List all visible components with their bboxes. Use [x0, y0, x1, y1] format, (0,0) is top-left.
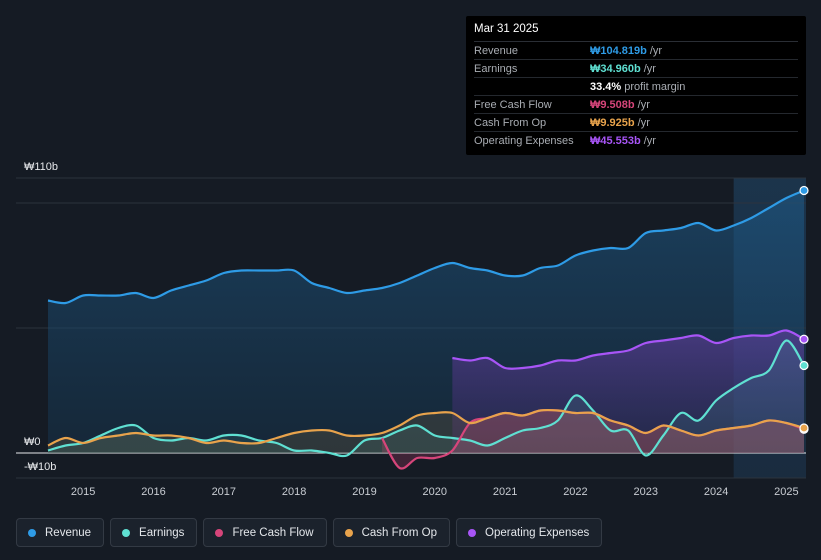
tooltip-row-unit: /yr [643, 134, 656, 147]
tooltip-row-value: ₩104.819b [590, 44, 647, 57]
x-tick-label: 2017 [212, 486, 236, 498]
legend-label: Operating Expenses [485, 526, 590, 539]
tooltip-row-value: ₩34.960b [590, 62, 641, 75]
operating-expenses-area [452, 330, 804, 453]
legend-item-operating-expenses[interactable]: Operating Expenses [456, 518, 603, 547]
revenue-endpoint [799, 185, 809, 196]
y-axis-bottom-label: -₩10b [24, 461, 56, 473]
earnings-area [48, 340, 804, 457]
earnings-endpoint [799, 360, 809, 371]
tooltip-row-unit: /yr [649, 44, 663, 57]
x-tick-label: 2020 [423, 486, 447, 498]
legend-dot-icon [468, 528, 477, 537]
x-tick-label: 2023 [634, 486, 658, 498]
x-tick-label: 2016 [141, 486, 165, 498]
x-tick-label: 2025 [774, 486, 798, 498]
legend-dot-icon [215, 528, 224, 537]
tooltip-row: 33.4% profit margin [474, 78, 798, 96]
tooltip-row: Revenue ₩104.819b/yr [474, 42, 798, 60]
financial-chart: ₩110b ₩0 -₩10b 2015 2016 2017 2018 2019 2020 2… [16, 161, 809, 498]
revenue-line [47, 189, 805, 305]
legend-item-earnings[interactable]: Earnings [110, 518, 198, 547]
tooltip-row-label: Revenue [474, 44, 519, 57]
tooltip-date: Mar 31 2025 [474, 23, 798, 42]
tooltip-row-unit: /yr [637, 98, 650, 111]
legend-dot-icon [344, 528, 353, 537]
tooltip-row-unit: profit margin [624, 80, 686, 93]
x-axis-ticks: 2015 2016 2017 2018 2019 2020 2021 2022 2023 2024… [71, 486, 799, 498]
legend: Revenue Earnings Free Cash Flow Cash From O… [16, 518, 603, 547]
legend-label: Free Cash Flow [232, 526, 314, 539]
x-tick-label: 2018 [282, 486, 306, 498]
x-tick-label: 2019 [352, 486, 376, 498]
tooltip-row-value: ₩45.553b [590, 134, 641, 147]
series-endpoints [799, 185, 809, 434]
free-cash-flow-area [382, 410, 804, 469]
earnings-line [47, 339, 805, 458]
y-axis-top-label: ₩110b [24, 161, 58, 173]
legend-item-free-cash-flow[interactable]: Free Cash Flow [203, 518, 327, 547]
tooltip-row-unit: /yr [637, 116, 650, 129]
legend-label: Cash From Op [361, 526, 438, 539]
tooltip-row: Earnings ₩34.960b/yr [474, 60, 798, 78]
tooltip-row: Free Cash Flow ₩9.508b/yr [474, 96, 798, 114]
cash-from-op-line [47, 408, 805, 447]
operating-expenses-line [452, 329, 805, 370]
cash-from-op-area [48, 410, 804, 453]
tooltip-row-label: Earnings [474, 62, 518, 75]
tooltip-row: Cash From Op ₩9.925b/yr [474, 114, 798, 132]
data-tooltip: Mar 31 2025 Revenue ₩104.819b/yr Earnings ₩… [466, 16, 806, 155]
tooltip-row: Operating Expenses ₩45.553b/yr [474, 132, 798, 149]
legend-label: Revenue [45, 526, 92, 539]
x-tick-label: 2024 [704, 486, 728, 498]
x-tick-label: 2022 [563, 486, 587, 498]
series-areas [48, 190, 804, 469]
legend-item-cash-from-op[interactable]: Cash From Op [332, 518, 451, 547]
legend-dot-icon [28, 528, 36, 537]
tooltip-row-label: Cash From Op [474, 116, 547, 129]
x-tick-label: 2015 [71, 486, 95, 498]
tooltip-row-label: Free Cash Flow [474, 98, 552, 111]
tooltip-row-value: ₩9.508b [590, 98, 635, 111]
legend-label: Earnings [139, 526, 185, 539]
y-axis-zero-label: ₩0 [24, 436, 41, 448]
legend-item-revenue[interactable]: Revenue [16, 518, 105, 547]
cash-from-op-endpoint [799, 423, 809, 433]
x-tick-label: 2021 [493, 486, 517, 498]
operating-expenses-endpoint [799, 334, 809, 344]
tooltip-row-value: 33.4% [590, 80, 622, 93]
tooltip-row-unit: /yr [643, 62, 656, 75]
tooltip-row-value: ₩9.925b [590, 116, 635, 129]
legend-dot-icon [122, 528, 131, 537]
tooltip-row-label: Operating Expenses [474, 134, 574, 147]
series-lines [47, 189, 805, 470]
